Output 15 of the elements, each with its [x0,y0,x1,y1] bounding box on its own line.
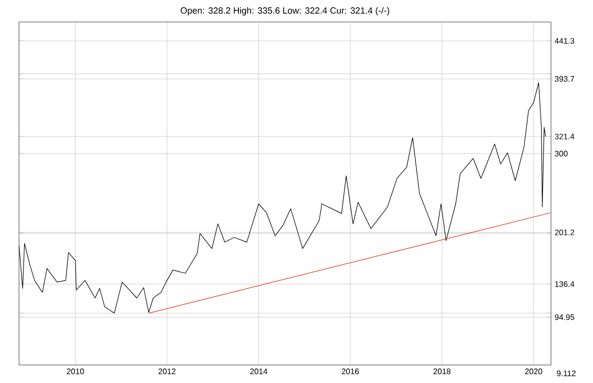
y-tick-label: 300 [554,150,568,156]
y-tick-label: 393.7 [554,76,574,82]
y-tick-label: 321.4 [554,134,574,140]
text: 9.112 [556,370,576,376]
chart-subtitle: Open: 328.2 High: 335.6 Low: 322.4 Cur: 321.4 (-/-) [180,7,390,16]
y-tick-label: 136.4 [555,281,574,287]
y-tick-label: 441.3 [554,38,574,44]
x-tick-label: 2014 [250,368,268,374]
x-tick-label: 2018 [433,368,450,374]
x-tick-label: 2020 [525,368,542,374]
y-tick-label: 94.95 [554,314,574,320]
x-tick-label: 2010 [66,368,84,374]
y-tick-label: 201.2 [554,230,574,236]
x-tick-label: 2012 [158,368,176,374]
x-tick-label: 2016 [342,368,359,374]
